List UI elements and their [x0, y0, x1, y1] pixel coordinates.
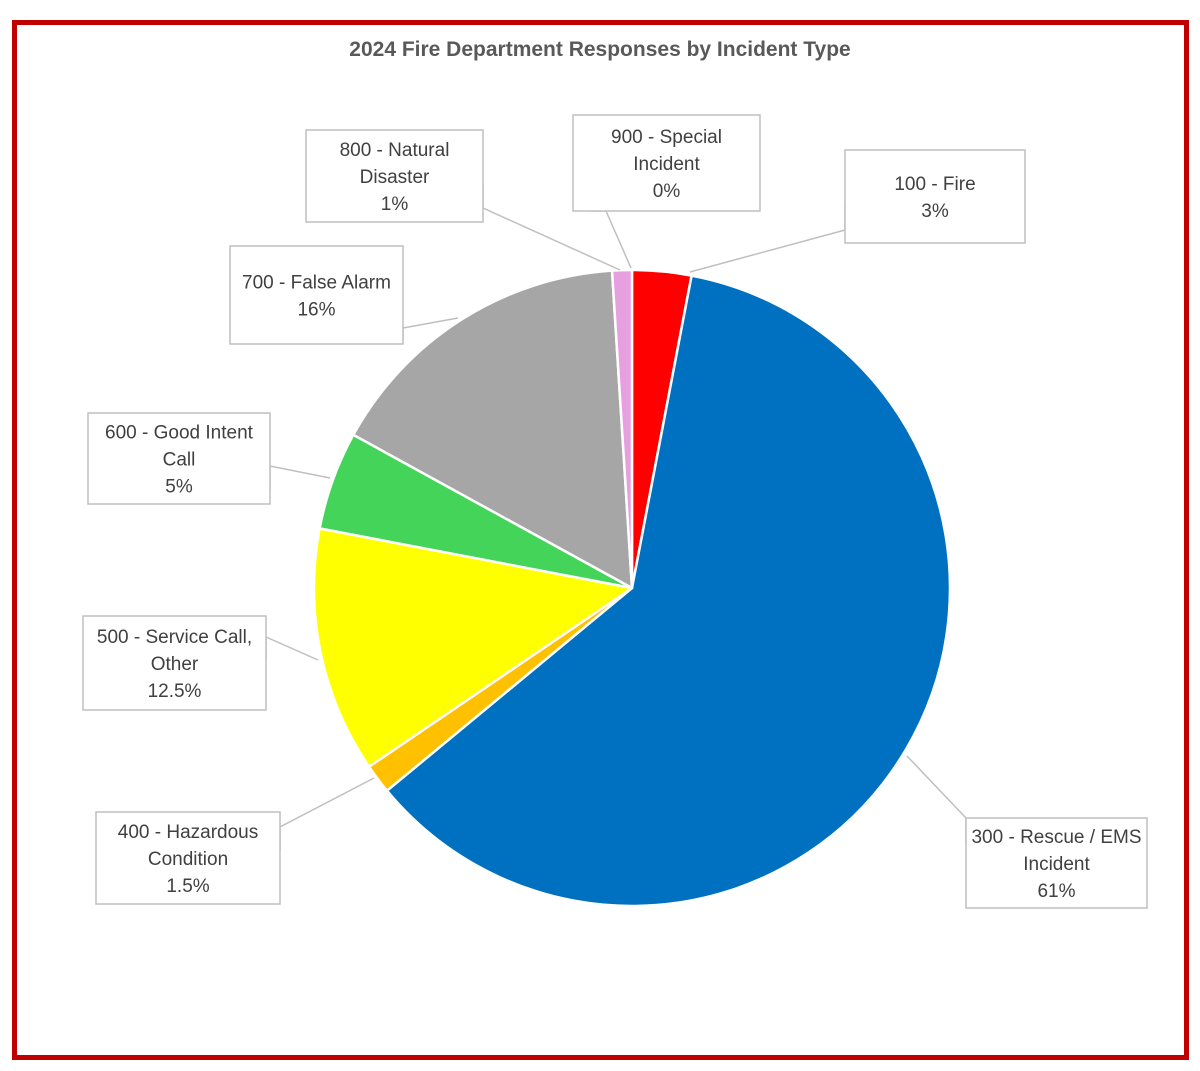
data-label-category: 900 - Special [611, 127, 722, 148]
data-label-category: Call [163, 450, 196, 471]
data-label-category: 100 - Fire [894, 174, 975, 195]
data-label-percent: 5% [165, 477, 193, 498]
leader-line-500 [265, 635, 319, 661]
data-label-percent: 16% [297, 300, 335, 321]
data-label-500: 500 - Service Call, Other 12.5% [82, 615, 267, 711]
data-label-percent: 0% [653, 181, 681, 202]
leader-line-400 [279, 777, 375, 850]
pie-slice-700 [352, 269, 634, 590]
data-label-900: 900 - Special Incident 0% [572, 114, 761, 212]
data-label-400: 400 - Hazardous Condition 1.5% [95, 811, 281, 905]
pie-slice-500 [312, 527, 634, 768]
data-label-box [95, 811, 281, 905]
data-label-percent: 3% [921, 201, 949, 222]
leader-line-600 [269, 465, 331, 490]
data-label-box [965, 817, 1148, 909]
data-labels: 100 - Fire 3% 300 - Rescue / EMS Incident 61… [82, 114, 1148, 909]
data-label-category: 400 - Hazardous [118, 822, 258, 843]
data-label-box [305, 129, 484, 223]
data-label-category: 600 - Good Intent [105, 423, 254, 444]
data-label-box [229, 245, 404, 345]
data-label-box [572, 114, 761, 212]
data-label-600: 600 - Good Intent Call 5% [87, 412, 271, 505]
data-label-percent: 12.5% [148, 681, 202, 702]
data-label-category: 700 - False Alarm [242, 273, 391, 294]
data-label-box [87, 412, 271, 505]
data-label-100: 100 - Fire 3% [844, 149, 1026, 244]
data-label-percent: 61% [1037, 881, 1075, 902]
data-label-category: Incident [633, 154, 700, 175]
data-label-300: 300 - Rescue / EMS Incident 61% [965, 817, 1148, 909]
pie-slices [312, 268, 952, 908]
pie-slice-300 [385, 274, 952, 908]
data-label-category: 300 - Rescue / EMS [971, 827, 1141, 848]
data-label-category: 800 - Natural [340, 140, 450, 161]
data-label-percent: 1% [381, 194, 409, 215]
data-label-percent: 1.5% [166, 876, 209, 897]
data-label-category: Other [151, 654, 199, 675]
data-label-category: Disaster [360, 167, 430, 188]
data-label-category: 500 - Service Call, [97, 627, 252, 648]
data-label-800: 800 - Natural Disaster 1% [305, 129, 484, 223]
leader-line-100 [689, 205, 846, 273]
leader-line-300 [906, 755, 967, 845]
data-label-700: 700 - False Alarm 16% [229, 245, 404, 345]
data-label-box [844, 149, 1026, 244]
chart-title: 2024 Fire Department Responses by Incide… [349, 38, 851, 61]
data-label-category: Incident [1023, 854, 1090, 875]
data-label-category: Condition [148, 849, 228, 870]
data-label-box [82, 615, 267, 711]
pie-slice-800 [610, 268, 634, 590]
